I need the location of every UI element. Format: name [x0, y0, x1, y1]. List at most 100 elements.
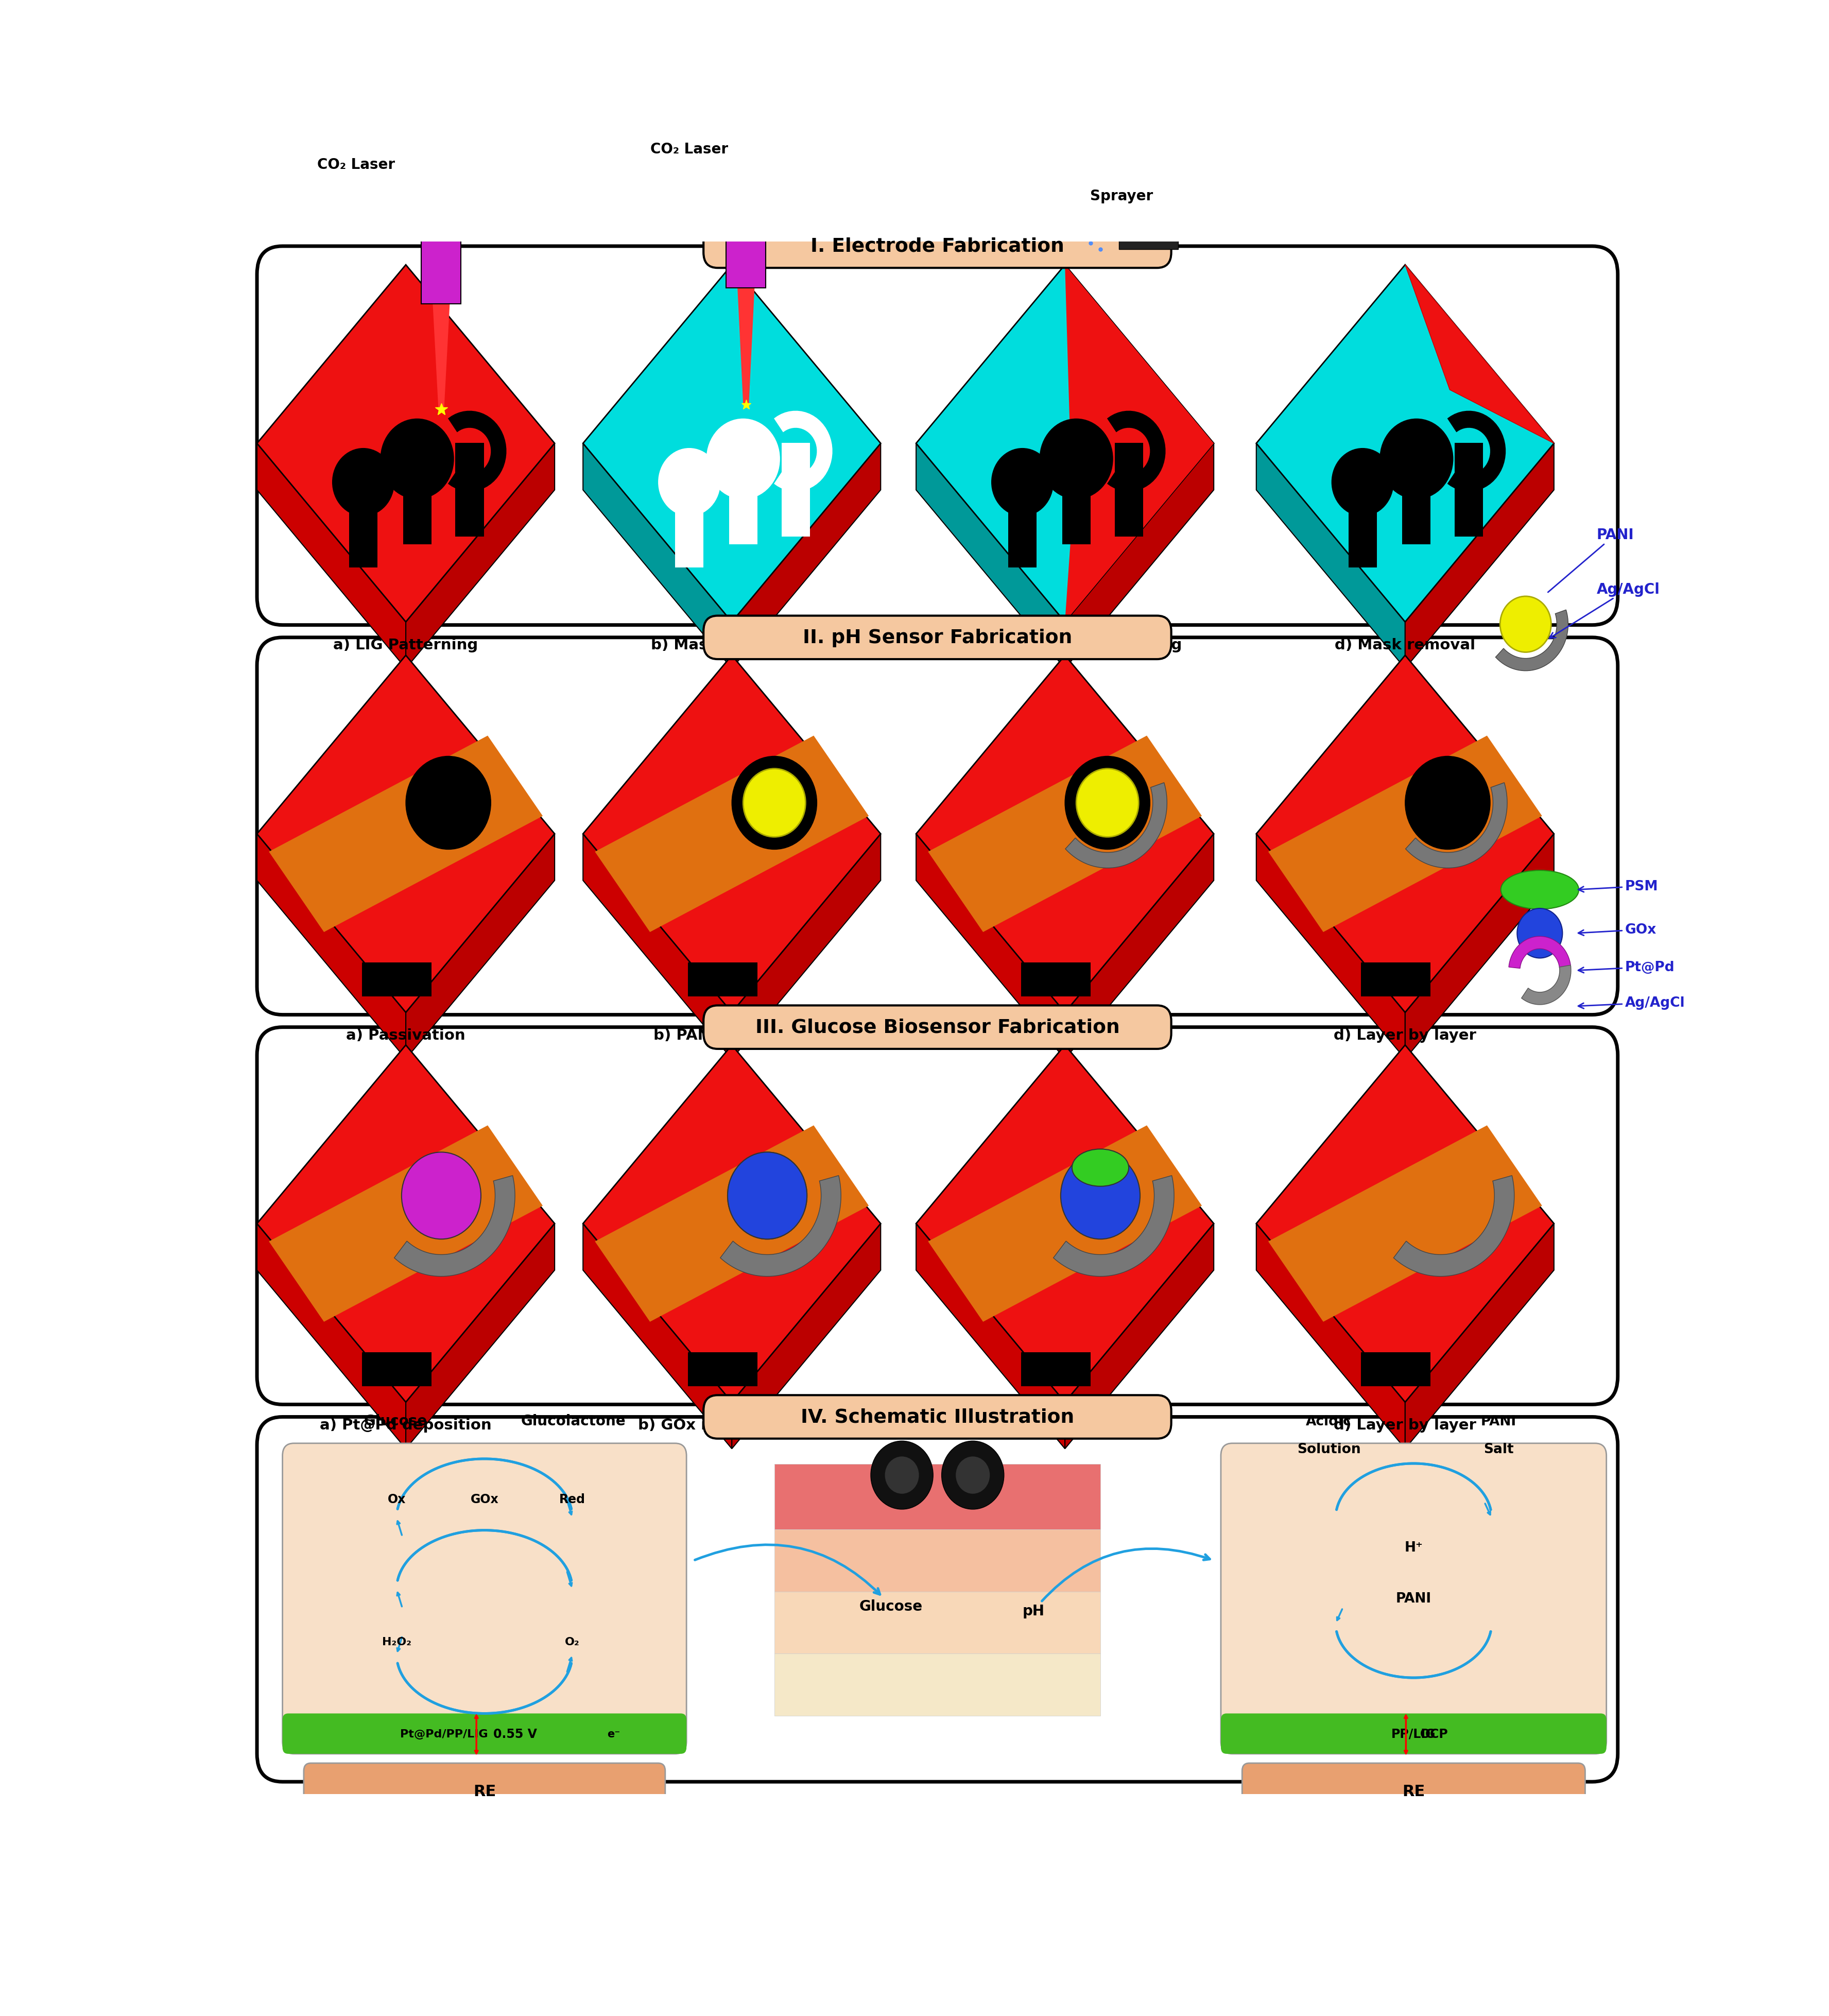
Polygon shape	[1522, 966, 1571, 1004]
Text: PANI: PANI	[1547, 528, 1633, 593]
Text: c)  Drop casting Ag/AgCl: c) Drop casting Ag/AgCl	[962, 1028, 1167, 1042]
Polygon shape	[1454, 444, 1483, 536]
FancyBboxPatch shape	[256, 1028, 1617, 1405]
Polygon shape	[395, 1353, 432, 1387]
Polygon shape	[1064, 266, 1214, 623]
Text: GOx: GOx	[1578, 923, 1657, 937]
Polygon shape	[433, 304, 450, 409]
Text: RE: RE	[1403, 1784, 1425, 1798]
Polygon shape	[1257, 266, 1555, 623]
Polygon shape	[1405, 266, 1555, 444]
Text: III. Glucose Biosensor Fabrication: III. Glucose Biosensor Fabrication	[755, 1018, 1119, 1036]
Ellipse shape	[726, 147, 766, 165]
FancyBboxPatch shape	[1242, 1764, 1586, 1818]
Polygon shape	[916, 1044, 1214, 1403]
Ellipse shape	[946, 1058, 1183, 1085]
Polygon shape	[1054, 964, 1090, 996]
Polygon shape	[927, 736, 1202, 931]
Circle shape	[885, 1458, 918, 1494]
Polygon shape	[583, 655, 882, 1012]
FancyBboxPatch shape	[704, 617, 1171, 659]
Circle shape	[957, 1458, 989, 1494]
Circle shape	[1061, 1153, 1139, 1240]
Circle shape	[991, 448, 1054, 516]
Polygon shape	[583, 266, 882, 623]
Polygon shape	[721, 1175, 841, 1276]
Polygon shape	[927, 1125, 1202, 1322]
Polygon shape	[774, 1653, 1101, 1716]
FancyBboxPatch shape	[256, 246, 1617, 625]
Polygon shape	[916, 266, 1214, 623]
FancyBboxPatch shape	[704, 1395, 1171, 1439]
Text: d) Layer by layer: d) Layer by layer	[1333, 1028, 1476, 1042]
Ellipse shape	[287, 667, 525, 696]
Polygon shape	[406, 835, 554, 1058]
Text: Pt@Pd: Pt@Pd	[1578, 960, 1675, 974]
Polygon shape	[1257, 1044, 1555, 1403]
Polygon shape	[1394, 1353, 1430, 1387]
FancyBboxPatch shape	[304, 1764, 666, 1818]
Text: CO₂ Laser: CO₂ Laser	[651, 141, 728, 157]
Text: Red: Red	[560, 1494, 585, 1506]
Polygon shape	[583, 835, 732, 1058]
Text: Ag/AgCl: Ag/AgCl	[1578, 996, 1685, 1010]
Polygon shape	[1496, 611, 1567, 671]
Polygon shape	[448, 411, 507, 492]
Polygon shape	[688, 1353, 724, 1387]
Polygon shape	[1021, 964, 1057, 996]
Text: a) Passivation: a) Passivation	[346, 1028, 465, 1042]
Text: b) Mask Patterning: b) Mask Patterning	[651, 637, 812, 653]
Polygon shape	[269, 736, 543, 931]
Text: H₂O₂: H₂O₂	[382, 1637, 412, 1647]
Polygon shape	[395, 964, 432, 996]
Polygon shape	[406, 1224, 554, 1450]
Polygon shape	[721, 1353, 757, 1387]
Polygon shape	[594, 1125, 869, 1322]
FancyBboxPatch shape	[282, 1443, 686, 1754]
Polygon shape	[1107, 228, 1119, 240]
Polygon shape	[1361, 964, 1397, 996]
Polygon shape	[362, 964, 399, 996]
Circle shape	[728, 1153, 807, 1240]
Polygon shape	[916, 1224, 1064, 1450]
Polygon shape	[1405, 444, 1555, 669]
Polygon shape	[732, 444, 882, 669]
Polygon shape	[1348, 472, 1377, 569]
Ellipse shape	[287, 1058, 525, 1085]
Polygon shape	[421, 171, 461, 304]
Ellipse shape	[946, 667, 1183, 696]
Polygon shape	[256, 835, 406, 1058]
Text: Sprayer: Sprayer	[1090, 190, 1152, 204]
Circle shape	[1516, 909, 1562, 958]
Text: Ag/AgCl: Ag/AgCl	[1549, 583, 1659, 639]
Text: a) Pt@Pd deposition: a) Pt@Pd deposition	[320, 1417, 492, 1431]
Text: b) PANI deposition: b) PANI deposition	[653, 1028, 810, 1042]
Text: OCP: OCP	[1419, 1728, 1449, 1740]
Polygon shape	[774, 1593, 1101, 1653]
Text: PANI: PANI	[1481, 1415, 1516, 1427]
Circle shape	[942, 1441, 1004, 1510]
Polygon shape	[1447, 411, 1505, 492]
Polygon shape	[916, 655, 1214, 1012]
Polygon shape	[1119, 204, 1178, 250]
Polygon shape	[583, 1224, 732, 1450]
Text: GOx: GOx	[470, 1494, 499, 1506]
Polygon shape	[732, 1224, 882, 1450]
Polygon shape	[402, 448, 432, 544]
Polygon shape	[583, 444, 732, 669]
Text: Glucose: Glucose	[695, 1544, 924, 1613]
Polygon shape	[1361, 1353, 1397, 1387]
Polygon shape	[1403, 448, 1430, 544]
Polygon shape	[256, 655, 554, 1012]
Polygon shape	[395, 1175, 516, 1276]
Text: b) GOx immobilization: b) GOx immobilization	[638, 1417, 827, 1431]
Polygon shape	[256, 1224, 406, 1450]
Text: Solution: Solution	[1297, 1443, 1361, 1456]
Polygon shape	[1267, 736, 1542, 931]
Ellipse shape	[1286, 667, 1524, 696]
Polygon shape	[1114, 444, 1143, 536]
Polygon shape	[1063, 448, 1090, 544]
Polygon shape	[1394, 1175, 1514, 1276]
FancyBboxPatch shape	[704, 1006, 1171, 1048]
Circle shape	[1500, 597, 1551, 653]
